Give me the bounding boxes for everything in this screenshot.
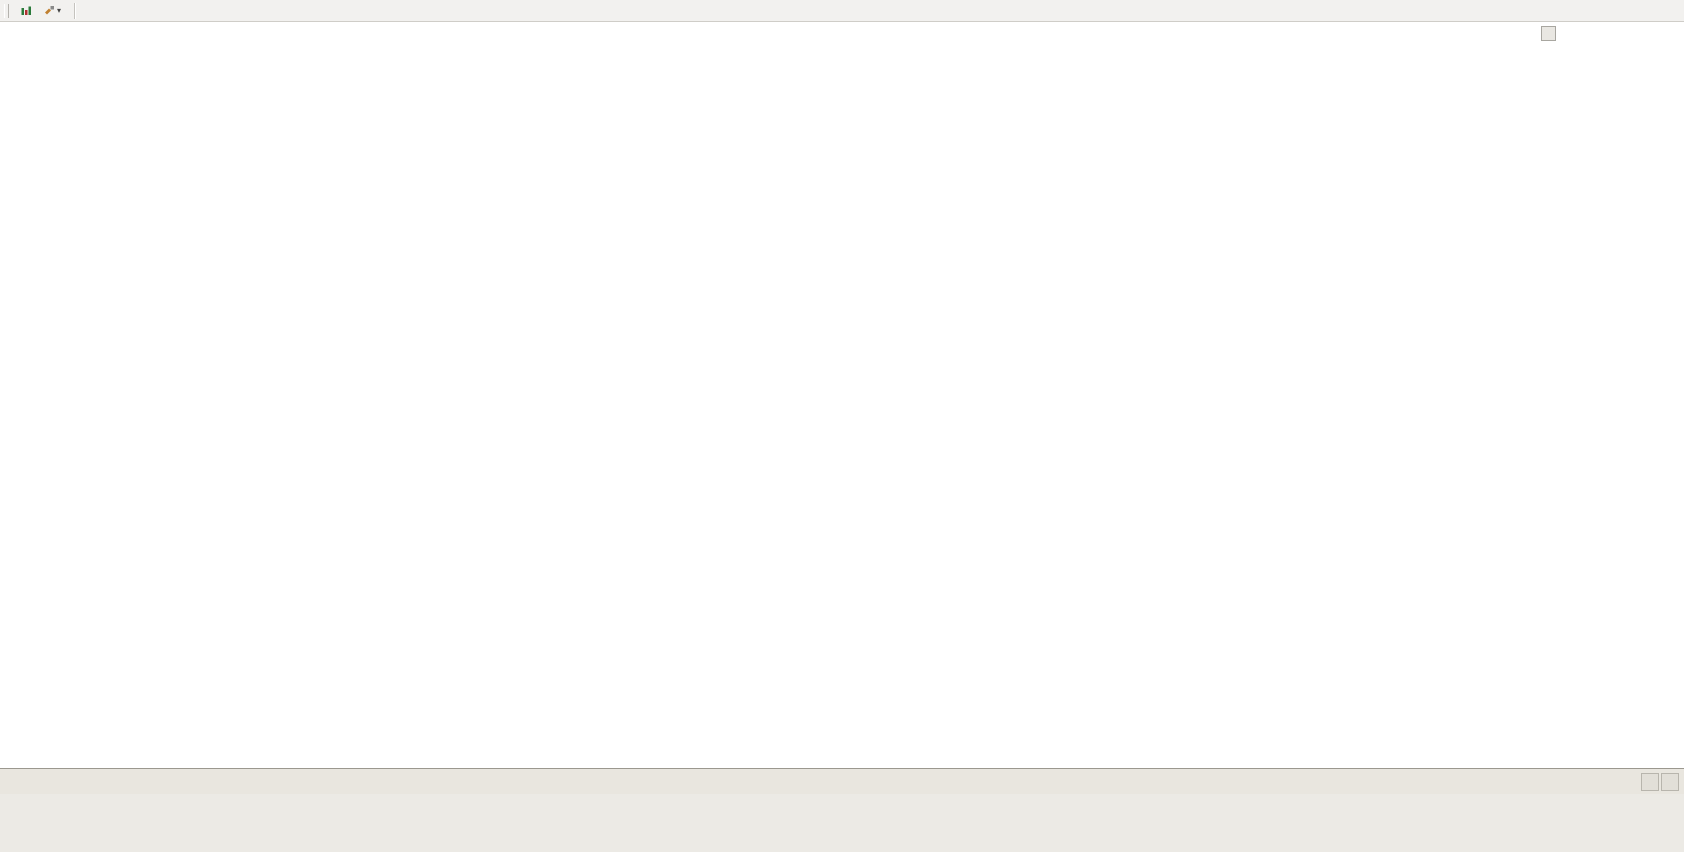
chart-workspace — [0, 22, 1684, 768]
main-toolbar: ▾ — [0, 0, 1684, 22]
price-chart-canvas[interactable] — [0, 22, 1684, 768]
bar-chart-button[interactable] — [15, 2, 37, 20]
chart-tab-bar — [0, 768, 1684, 794]
template-brush-icon — [45, 6, 54, 15]
tab-scroll-right-button[interactable] — [1661, 772, 1679, 791]
chart-scroll-up-button[interactable] — [1541, 26, 1556, 41]
dropdown-arrow-icon: ▾ — [57, 6, 62, 15]
toolbar-grip-handle[interactable] — [4, 3, 9, 18]
tab-scroller — [1641, 769, 1684, 794]
toolbar-separator — [74, 2, 77, 19]
bar-chart-icon — [21, 6, 31, 15]
templates-dropdown-button[interactable]: ▾ — [39, 2, 66, 20]
window-bottom-strip — [0, 794, 1684, 852]
tab-scroll-left-button[interactable] — [1641, 772, 1659, 791]
